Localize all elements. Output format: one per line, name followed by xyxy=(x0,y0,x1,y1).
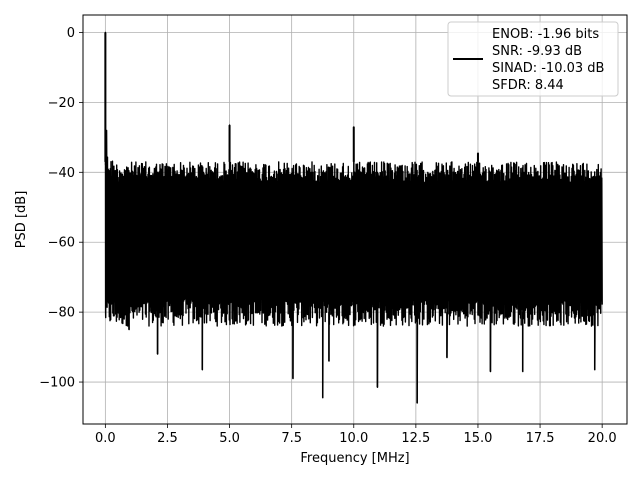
y-tick-label: −60 xyxy=(48,236,75,251)
spectrum-line xyxy=(104,31,603,404)
y-tick-label: 0 xyxy=(67,26,75,41)
x-axis-label: Frequency [MHz] xyxy=(300,451,409,466)
x-tick-label: 7.5 xyxy=(281,431,302,446)
spectrum-series xyxy=(104,31,603,404)
x-tick-label: 20.0 xyxy=(588,431,617,446)
legend-line-2: SNR: -9.93 dB xyxy=(492,44,582,59)
legend-line-1: ENOB: -1.96 bits xyxy=(492,27,599,42)
y-axis-label: PSD [dB] xyxy=(14,191,29,249)
x-tick-label: 17.5 xyxy=(526,431,555,446)
y-tick-label: −100 xyxy=(39,376,75,391)
x-tick-label: 12.5 xyxy=(401,431,430,446)
plot-frame xyxy=(82,14,628,425)
y-tick-label: −40 xyxy=(48,166,75,181)
x-tick-label: 15.0 xyxy=(463,431,492,446)
x-axis-ticks: 0.0 2.5 5.0 7.5 10.0 12.5 15.0 17.5 20.0 xyxy=(95,424,617,446)
x-tick-label: 0.0 xyxy=(95,431,116,446)
x-tick-label: 5.0 xyxy=(219,431,240,446)
legend-box xyxy=(447,21,619,97)
legend-line-3: SINAD: -10.03 dB xyxy=(492,61,604,76)
legend: ENOB: -1.96 bits SNR: -9.93 dB SINAD: -1… xyxy=(447,21,619,97)
legend-line-4: SFDR: 8.44 xyxy=(492,78,564,93)
x-tick-label: 2.5 xyxy=(157,431,178,446)
y-axis-ticks: 0 −20 −40 −60 −80 −100 xyxy=(39,26,83,391)
y-tick-label: −20 xyxy=(48,96,75,111)
x-tick-label: 10.0 xyxy=(339,431,368,446)
y-tick-label: −80 xyxy=(48,306,75,321)
